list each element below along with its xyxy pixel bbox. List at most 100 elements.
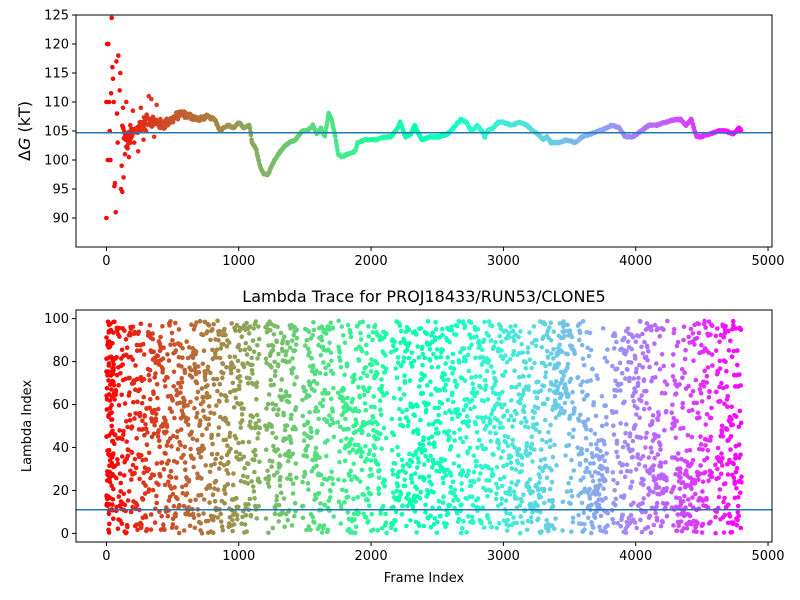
lambda-trace-point — [623, 376, 628, 381]
lambda-trace-point — [461, 346, 467, 351]
lambda-trace-point — [377, 468, 382, 473]
lambda-trace-point — [162, 527, 167, 533]
lambda-trace-point — [633, 422, 638, 428]
lambda-trace-point — [278, 475, 283, 480]
lambda-trace-point — [284, 423, 290, 428]
lambda-trace-point — [178, 342, 183, 347]
lambda-trace-point — [735, 509, 741, 515]
lambda-trace-point — [731, 348, 737, 354]
lambda-trace-point — [486, 358, 492, 363]
lambda-trace-point — [469, 342, 474, 348]
lambda-trace-point — [689, 434, 695, 440]
delta-g-point — [108, 91, 114, 96]
lambda-trace-point — [316, 416, 322, 422]
lambda-trace-point — [168, 342, 173, 348]
lambda-trace-point — [397, 406, 402, 412]
lambda-trace-point — [419, 450, 425, 455]
lambda-trace-point — [452, 378, 458, 384]
lambda-trace-point — [178, 427, 184, 432]
lambda-trace-point — [428, 392, 434, 397]
lambda-trace-point — [622, 399, 627, 405]
lambda-trace-point — [520, 520, 525, 525]
lambda-trace-point — [407, 463, 412, 469]
lambda-trace-point — [128, 332, 133, 338]
lambda-trace-point — [593, 413, 599, 419]
lambda-trace-point — [697, 387, 703, 392]
lambda-trace-point — [586, 515, 591, 521]
lambda-trace-point — [215, 388, 220, 394]
lambda-trace-point — [372, 445, 378, 451]
lambda-trace-point — [163, 384, 168, 389]
lambda-trace-point — [179, 375, 184, 381]
lambda-trace-point — [182, 370, 188, 376]
lambda-trace-point — [459, 487, 465, 493]
lambda-trace-point — [352, 372, 357, 378]
lambda-trace-point — [671, 352, 676, 357]
lambda-trace-point — [276, 407, 281, 412]
lambda-trace-point — [516, 392, 522, 397]
lambda-trace-point — [404, 523, 409, 529]
lambda-trace-point — [245, 481, 251, 486]
lambda-trace-point — [478, 385, 484, 390]
lambda-trace-point — [675, 339, 681, 345]
lambda-trace-point — [580, 389, 585, 395]
lambda-trace-point — [542, 321, 548, 327]
lambda-trace-point — [709, 470, 714, 476]
lambda-trace-point — [104, 335, 109, 340]
lambda-trace-point — [434, 355, 439, 360]
lambda-trace-point — [107, 521, 112, 527]
lambda-trace-point — [611, 520, 617, 526]
lambda-trace-point — [713, 514, 718, 520]
lambda-trace-point — [340, 487, 345, 493]
lambda-trace-point — [641, 496, 646, 501]
lambda-trace-point — [423, 502, 428, 508]
lambda-trace-point — [331, 420, 336, 426]
lambda-trace-point — [209, 432, 214, 438]
lambda-trace-point — [426, 474, 432, 479]
lambda-trace-point — [307, 350, 312, 355]
lambda-trace-point — [603, 495, 608, 501]
lambda-trace-point — [322, 502, 328, 508]
lambda-trace-point — [222, 326, 227, 332]
lambda-trace-point — [194, 396, 199, 401]
lambda-trace-y-tick-label: 100 — [44, 312, 69, 327]
lambda-trace-point — [251, 457, 257, 463]
lambda-trace-point — [116, 403, 122, 408]
lambda-trace-point — [278, 463, 283, 468]
lambda-trace-point — [409, 459, 415, 465]
lambda-trace-point — [107, 405, 113, 411]
lambda-trace-point — [168, 468, 174, 474]
lambda-trace-point — [359, 348, 365, 354]
lambda-trace-point — [511, 349, 517, 354]
lambda-trace-point — [104, 396, 110, 402]
lambda-trace-point — [536, 516, 541, 521]
lambda-trace-point — [615, 481, 620, 486]
lambda-trace-point — [718, 399, 723, 404]
lambda-trace-point — [159, 513, 164, 519]
lambda-trace-point — [434, 426, 439, 432]
lambda-trace-point — [311, 327, 317, 333]
lambda-trace-point — [687, 513, 693, 519]
delta-g-point — [124, 99, 129, 105]
lambda-trace-point — [150, 487, 156, 493]
lambda-trace-point — [521, 492, 526, 498]
lambda-trace-point — [367, 385, 372, 391]
lambda-trace-point — [257, 479, 262, 485]
lambda-trace-point — [140, 418, 145, 424]
lambda-trace-point — [369, 357, 374, 362]
lambda-trace-point — [309, 369, 315, 374]
lambda-trace-point — [283, 436, 289, 442]
lambda-trace-point — [674, 418, 679, 424]
lambda-trace-point — [594, 446, 600, 452]
lambda-trace-point — [223, 437, 229, 443]
lambda-trace-point — [650, 419, 655, 424]
lambda-trace-point — [371, 452, 377, 458]
lambda-trace-point — [182, 444, 188, 450]
lambda-trace-point — [519, 462, 525, 468]
lambda-trace-point — [698, 463, 703, 468]
lambda-trace-point — [641, 477, 646, 483]
lambda-trace-point — [449, 410, 454, 415]
lambda-trace-point — [302, 343, 308, 348]
lambda-trace-point — [682, 356, 688, 362]
